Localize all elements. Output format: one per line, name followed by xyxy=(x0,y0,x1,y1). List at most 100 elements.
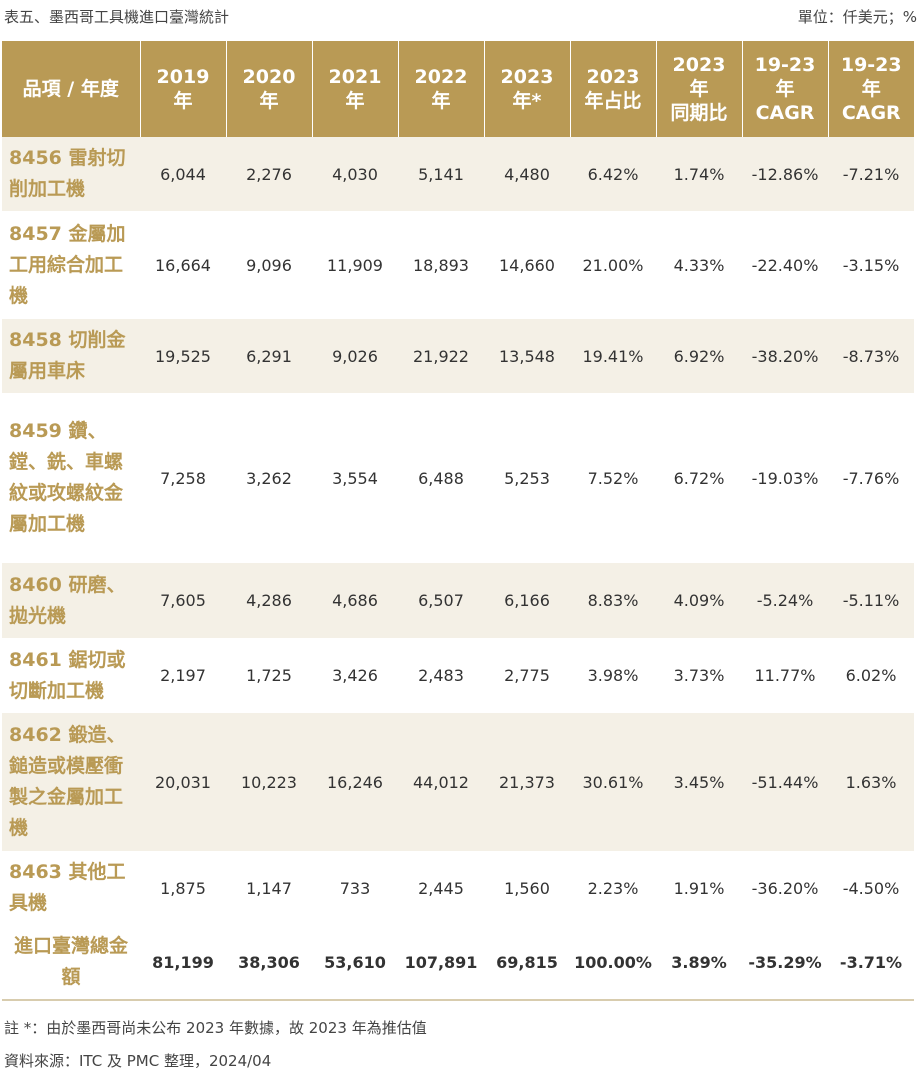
total-value: 81,199 xyxy=(140,925,226,999)
value-cell: 6,291 xyxy=(226,319,312,393)
header-label: 2023 年占比 xyxy=(584,66,642,112)
value-cell: 6.02% xyxy=(828,638,914,713)
value-cell: -7.76% xyxy=(828,393,914,563)
value-cell: 3.45% xyxy=(656,713,742,851)
total-value: 38,306 xyxy=(226,925,312,999)
table-caption: 表五、墨西哥工具機進口臺灣統計 xyxy=(4,8,230,26)
value-cell: 19.41% xyxy=(570,319,656,393)
value-cell: 6,507 xyxy=(398,563,484,638)
total-row: 進口臺灣總金額 81,199 38,306 53,610 107,891 69,… xyxy=(2,925,914,999)
table-row: 8456 雷射切削加工機 6,044 2,276 4,030 5,141 4,4… xyxy=(2,137,914,211)
header-cell: 2022 年 xyxy=(398,41,485,137)
table-row: 8458 切削金屬用車床 19,525 6,291 9,026 21,922 1… xyxy=(2,319,914,393)
value-cell: -36.20% xyxy=(742,851,828,925)
value-cell: 20,031 xyxy=(140,713,226,851)
value-cell: 3.98% xyxy=(570,638,656,713)
value-cell: 3,262 xyxy=(226,393,312,563)
value-cell: 1,147 xyxy=(226,851,312,925)
value-cell: 14,660 xyxy=(484,211,570,319)
value-cell: 9,096 xyxy=(226,211,312,319)
total-value: 100.00% xyxy=(570,925,656,999)
value-cell: -7.21% xyxy=(828,137,914,211)
item-name: 8461 鋸切或切斷加工機 xyxy=(2,638,140,713)
value-cell: 1,875 xyxy=(140,851,226,925)
value-cell: -38.20% xyxy=(742,319,828,393)
value-cell: 1.74% xyxy=(656,137,742,211)
header-cell: 19-23 年 CAGR xyxy=(828,41,914,137)
value-cell: 4,030 xyxy=(312,137,398,211)
value-cell: 6.92% xyxy=(656,319,742,393)
value-cell: 21,373 xyxy=(484,713,570,851)
value-cell: 733 xyxy=(312,851,398,925)
header-label: 2020 年 xyxy=(242,66,296,112)
table-row: 8459 鑽、鏜、銑、車螺紋或攻螺紋金屬加工機 7,258 3,262 3,55… xyxy=(2,393,914,563)
value-cell: 6.72% xyxy=(656,393,742,563)
value-cell: -51.44% xyxy=(742,713,828,851)
table-row: 8461 鋸切或切斷加工機 2,197 1,725 3,426 2,483 2,… xyxy=(2,638,914,713)
header-label: 2023 年 同期比 xyxy=(670,54,728,124)
header-label: 2022 年 xyxy=(414,66,468,112)
header-cell: 品項 / 年度 xyxy=(2,41,141,137)
value-cell: 19,525 xyxy=(140,319,226,393)
table-row: 8463 其他工具機 1,875 1,147 733 2,445 1,560 2… xyxy=(2,851,914,925)
header-cell: 2023 年占比 xyxy=(570,41,657,137)
value-cell: 30.61% xyxy=(570,713,656,851)
value-cell: 11,909 xyxy=(312,211,398,319)
value-cell: 18,893 xyxy=(398,211,484,319)
header-label: 19-23 年 CAGR xyxy=(840,54,902,124)
header-cell: 2019 年 xyxy=(140,41,227,137)
value-cell: 10,223 xyxy=(226,713,312,851)
header-label: 2023 年* xyxy=(500,66,554,112)
item-name: 8462 鍛造、鎚造或模壓衝製之金屬加工機 xyxy=(2,713,140,851)
value-cell: 5,253 xyxy=(484,393,570,563)
table-row: 8462 鍛造、鎚造或模壓衝製之金屬加工機 20,031 10,223 16,2… xyxy=(2,713,914,851)
item-name: 8463 其他工具機 xyxy=(2,851,140,925)
value-cell: -3.15% xyxy=(828,211,914,319)
item-name: 8460 研磨、拋光機 xyxy=(2,563,140,638)
value-cell: 16,664 xyxy=(140,211,226,319)
value-cell: 4,686 xyxy=(312,563,398,638)
unit-label: 單位：仟美元；% xyxy=(797,8,917,26)
value-cell: -5.24% xyxy=(742,563,828,638)
header-cell: 2021 年 xyxy=(312,41,399,137)
total-value: -35.29% xyxy=(742,925,828,999)
value-cell: 4.09% xyxy=(656,563,742,638)
source-note: 資料來源：ITC 及 PMC 整理，2024/04 xyxy=(4,1052,272,1070)
value-cell: 21.00% xyxy=(570,211,656,319)
header-label: 2019 年 xyxy=(156,66,210,112)
table-row: 8460 研磨、拋光機 7,605 4,286 4,686 6,507 6,16… xyxy=(2,563,914,638)
value-cell: 2,445 xyxy=(398,851,484,925)
value-cell: 44,012 xyxy=(398,713,484,851)
value-cell: 1,560 xyxy=(484,851,570,925)
value-cell: 2,775 xyxy=(484,638,570,713)
value-cell: 3.73% xyxy=(656,638,742,713)
value-cell: 1,725 xyxy=(226,638,312,713)
caption-row: 表五、墨西哥工具機進口臺灣統計 單位：仟美元；% xyxy=(0,0,923,38)
value-cell: 6,488 xyxy=(398,393,484,563)
value-cell: 1.91% xyxy=(656,851,742,925)
total-value: -3.71% xyxy=(828,925,914,999)
item-name: 8456 雷射切削加工機 xyxy=(2,137,140,211)
footnote: 註 *：由於墨西哥尚未公布 2023 年數據，故 2023 年為推估值 xyxy=(4,1019,427,1037)
value-cell: -4.50% xyxy=(828,851,914,925)
value-cell: 2.23% xyxy=(570,851,656,925)
item-name: 8457 金屬加工用綜合加工機 xyxy=(2,211,140,319)
total-value: 69,815 xyxy=(484,925,570,999)
header-cell: 2023 年 同期比 xyxy=(656,41,743,137)
header-row: 品項 / 年度 2019 年 2020 年 2021 年 2022 年 2023… xyxy=(2,41,914,137)
value-cell: 6,166 xyxy=(484,563,570,638)
total-value: 3.89% xyxy=(656,925,742,999)
value-cell: 8.83% xyxy=(570,563,656,638)
header-label: 品項 / 年度 xyxy=(22,78,119,100)
value-cell: -8.73% xyxy=(828,319,914,393)
import-statistics-table: 品項 / 年度 2019 年 2020 年 2021 年 2022 年 2023… xyxy=(2,41,914,999)
item-name: 8459 鑽、鏜、銑、車螺紋或攻螺紋金屬加工機 xyxy=(2,393,140,563)
table-row: 8457 金屬加工用綜合加工機 16,664 9,096 11,909 18,8… xyxy=(2,211,914,319)
total-value: 53,610 xyxy=(312,925,398,999)
value-cell: 4.33% xyxy=(656,211,742,319)
value-cell: 16,246 xyxy=(312,713,398,851)
value-cell: 3,426 xyxy=(312,638,398,713)
item-name: 8458 切削金屬用車床 xyxy=(2,319,140,393)
header-cell: 2023 年* xyxy=(484,41,571,137)
header-cell: 2020 年 xyxy=(226,41,313,137)
